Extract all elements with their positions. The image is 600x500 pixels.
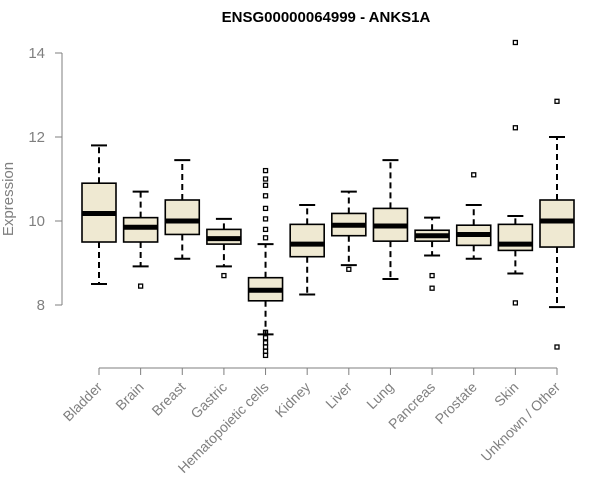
outlier-point [137, 283, 144, 289]
box-liver [331, 190, 367, 272]
outlier-point [262, 340, 269, 346]
y-tick-label: 8 [37, 297, 45, 314]
y-tick-label: 14 [28, 45, 45, 62]
outlier-point [512, 125, 519, 131]
outlier-point [262, 348, 269, 354]
outlier-point [262, 216, 269, 222]
outlier-point [346, 266, 352, 272]
x-tick-label: Breast [148, 379, 188, 419]
outlier-point [262, 335, 269, 341]
outlier-point [512, 300, 519, 306]
iqr-box [122, 216, 159, 243]
x-tick-label: Prostate [432, 379, 480, 427]
iqr-box [164, 199, 201, 236]
outlier-point [429, 285, 435, 291]
outlier-point [262, 205, 269, 212]
outlier-point [262, 182, 269, 188]
y-axis-label: Expression [0, 162, 17, 236]
outlier-point [262, 329, 269, 335]
outlier-point [262, 193, 269, 199]
outlier-point [262, 344, 269, 350]
outlier-point [429, 272, 435, 279]
x-tick-label: Lung [363, 379, 396, 412]
box-prostate [455, 172, 492, 260]
outlier-point [262, 167, 269, 174]
outlier-point [554, 98, 560, 104]
chart-title: ENSG00000064999 - ANKS1A [222, 9, 431, 26]
box-brain [122, 190, 159, 289]
box-lung [372, 159, 409, 280]
outlier-point [262, 235, 269, 241]
x-tick-label: Bladder [60, 379, 106, 425]
y-ticks: 8 10 12 14 [28, 45, 62, 314]
iqr-box [289, 223, 325, 258]
x-tick-label: Liver [322, 379, 355, 412]
box-bladder [81, 144, 117, 285]
outlier-point [221, 272, 227, 279]
boxes [81, 39, 575, 359]
outlier-point [554, 344, 560, 350]
x-tick-label: Skin [491, 379, 522, 410]
outlier-point [262, 352, 269, 359]
iqr-box [539, 199, 575, 248]
x-tick-label: Unknown / Other [478, 379, 564, 465]
x-tick-label: Kidney [272, 379, 314, 421]
outlier-point [512, 39, 519, 46]
box-breast [164, 159, 201, 260]
outlier-point [262, 226, 269, 233]
box-pancreas [414, 216, 450, 291]
box-skin [497, 39, 534, 306]
outlier-point [471, 172, 477, 178]
outlier-point [262, 176, 269, 182]
y-tick-label: 10 [28, 213, 45, 230]
x-tick-label: Brain [112, 379, 146, 413]
box-hematopoietic-cells [247, 167, 284, 359]
box-unknown-other [539, 98, 575, 350]
y-tick-label: 12 [28, 129, 45, 146]
box-kidney [289, 204, 325, 296]
box-gastric [206, 217, 242, 279]
